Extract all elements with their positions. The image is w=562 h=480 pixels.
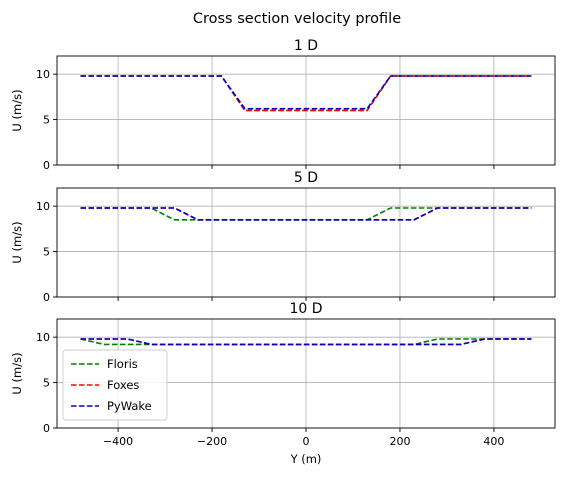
legend-label-pywake: PyWake [107, 399, 152, 413]
x-axis-label: Y (m) [290, 452, 322, 466]
y-tick-label: 10 [36, 68, 50, 81]
series-line-floris [80, 338, 532, 346]
y-tick-label: 0 [43, 291, 50, 304]
y-tick-label: 0 [43, 422, 50, 435]
subplot-title: 1 D [294, 38, 318, 54]
subplot-3: −400 −200 0 200 400 0 5 10 10 D U (m/s) Y (m) Flori… [10, 301, 556, 466]
series-line-pywake [80, 338, 532, 346]
y-tick-label: 10 [36, 331, 50, 344]
x-tick-label: 200 [389, 435, 410, 448]
subplot-title: 10 D [289, 301, 322, 317]
figure-title: Cross section velocity profile [193, 11, 401, 27]
x-tick-label: −200 [197, 435, 227, 448]
subplot-title: 5 D [294, 170, 318, 186]
y-axis-label: U (m/s) [10, 352, 24, 394]
subplot-1: 0 5 10 1 D U (m/s) [10, 38, 556, 172]
y-tick-label: 5 [43, 246, 50, 259]
y-tick-label: 5 [43, 114, 50, 127]
x-tick-label: 0 [303, 435, 310, 448]
legend-label-foxes: Foxes [107, 378, 139, 392]
legend: Floris Foxes PyWake [62, 349, 168, 421]
y-tick-label: 0 [43, 159, 50, 172]
y-axis-label: U (m/s) [10, 89, 24, 131]
legend-label-floris: Floris [107, 357, 138, 371]
legend-box [62, 349, 168, 421]
y-tick-label: 10 [36, 200, 50, 213]
subplot-2: 0 5 10 5 D U (m/s) [10, 170, 556, 304]
x-tick-label: 400 [483, 435, 504, 448]
subplots: 0 5 10 1 D U (m/s) 0 5 10 5 D U (m/s) −400 −200 0 200… [10, 38, 556, 466]
series-line-pywake [80, 75, 532, 110]
series-line-pywake [80, 207, 532, 221]
y-tick-label: 5 [43, 377, 50, 390]
y-axis-label: U (m/s) [10, 221, 24, 263]
x-tick-label: −400 [103, 435, 133, 448]
